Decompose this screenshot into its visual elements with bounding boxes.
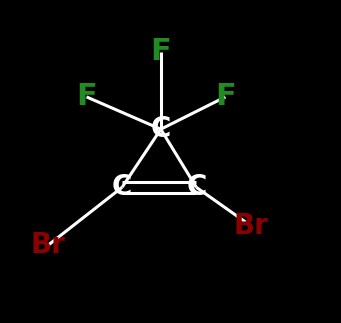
Text: F: F bbox=[150, 37, 171, 66]
Text: F: F bbox=[76, 82, 97, 111]
Text: C: C bbox=[112, 173, 132, 201]
Text: F: F bbox=[215, 82, 236, 111]
Text: Br: Br bbox=[30, 232, 65, 259]
Text: Br: Br bbox=[234, 212, 269, 240]
Text: C: C bbox=[151, 115, 171, 143]
Text: C: C bbox=[186, 173, 207, 201]
